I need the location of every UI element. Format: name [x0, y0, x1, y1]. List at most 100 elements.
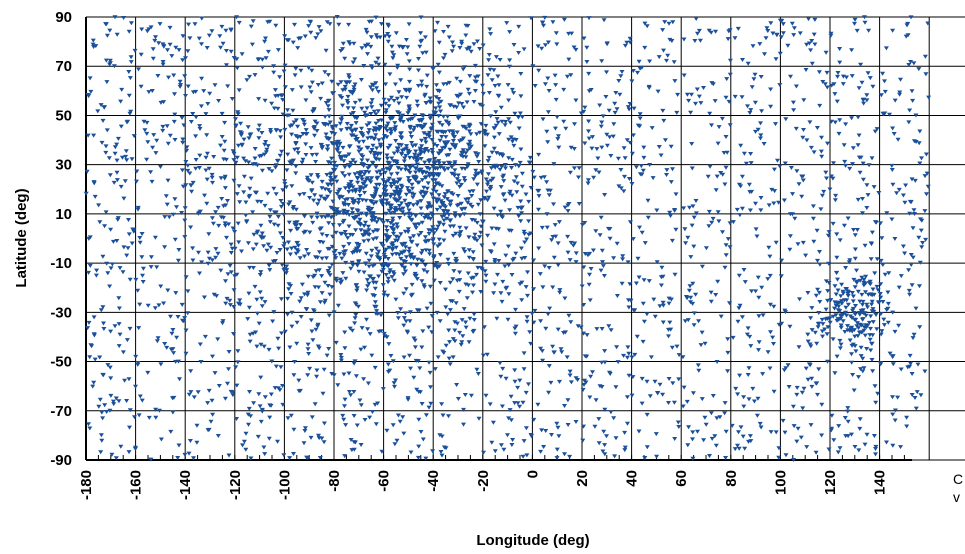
data-point [472, 63, 478, 68]
data-point [660, 108, 666, 113]
data-point [554, 115, 560, 120]
data-point [835, 277, 840, 282]
data-point [758, 196, 764, 200]
data-point [280, 236, 286, 240]
data-point [298, 296, 304, 301]
data-point [642, 21, 648, 26]
data-point [470, 290, 475, 295]
data-point [829, 413, 835, 418]
data-point [86, 422, 91, 427]
data-point [256, 321, 262, 326]
data-point [416, 57, 421, 61]
data-point [911, 61, 917, 66]
data-point [341, 208, 347, 213]
data-point [258, 270, 264, 275]
data-point [461, 422, 466, 427]
data-point [102, 224, 108, 229]
data-point [294, 220, 300, 225]
data-point [436, 70, 442, 75]
data-point [191, 395, 197, 400]
data-point [244, 78, 250, 83]
data-point [222, 120, 228, 125]
data-point [737, 213, 743, 218]
data-point [263, 150, 269, 155]
data-point [507, 30, 513, 35]
data-point [566, 202, 572, 206]
data-point [250, 19, 256, 24]
data-point [218, 215, 224, 220]
data-point [290, 40, 296, 45]
data-point [428, 204, 434, 209]
data-point [521, 229, 527, 234]
data-point [667, 37, 673, 42]
data-point [438, 109, 443, 114]
data-point [542, 43, 548, 48]
data-point [426, 171, 432, 176]
data-point [389, 156, 395, 161]
data-point [373, 15, 379, 20]
data-point [396, 190, 402, 195]
data-point [278, 365, 284, 370]
data-point [447, 308, 453, 313]
data-point [356, 260, 362, 265]
data-point [622, 43, 628, 48]
data-point [175, 315, 181, 319]
data-point [219, 111, 225, 116]
data-point [100, 373, 106, 378]
data-point [692, 39, 698, 43]
data-point [126, 450, 132, 455]
data-point [298, 68, 304, 73]
data-point [666, 334, 671, 339]
data-point [555, 425, 561, 430]
data-point [516, 214, 522, 219]
data-point [602, 407, 608, 412]
data-point [292, 73, 298, 78]
data-point [519, 184, 525, 189]
data-point [452, 134, 458, 139]
data-point [385, 32, 391, 36]
data-point [397, 419, 403, 424]
data-point [362, 110, 368, 115]
data-point [793, 84, 799, 89]
data-point [308, 435, 314, 440]
data-point [286, 282, 292, 287]
data-point [436, 193, 442, 198]
data-point [351, 106, 356, 111]
data-point [291, 120, 297, 125]
data-point [178, 83, 183, 87]
data-point [874, 257, 880, 262]
data-point [88, 343, 94, 348]
data-point [90, 38, 96, 43]
data-point [394, 96, 400, 101]
data-point [874, 284, 880, 289]
data-point [922, 54, 928, 59]
data-point [838, 316, 844, 321]
data-point [562, 205, 568, 210]
data-point [203, 168, 209, 173]
data-point [215, 251, 221, 256]
data-point [852, 21, 857, 26]
data-point [309, 68, 315, 73]
data-point [139, 232, 145, 236]
data-point [880, 71, 886, 76]
data-point [474, 39, 480, 44]
data-point [426, 232, 432, 236]
data-point [526, 219, 532, 224]
data-point [816, 70, 822, 75]
data-point [861, 328, 867, 333]
data-point [626, 107, 632, 112]
data-point [867, 337, 873, 342]
data-point [272, 386, 278, 391]
data-point [366, 121, 372, 126]
data-point [431, 227, 437, 232]
data-point [618, 168, 624, 172]
data-point [852, 344, 858, 349]
data-point [412, 345, 418, 350]
data-point [303, 128, 309, 133]
data-point [282, 241, 287, 246]
data-point [913, 140, 919, 144]
data-point [858, 354, 864, 359]
data-point [346, 224, 352, 229]
data-point [368, 199, 373, 204]
data-point [608, 154, 614, 158]
